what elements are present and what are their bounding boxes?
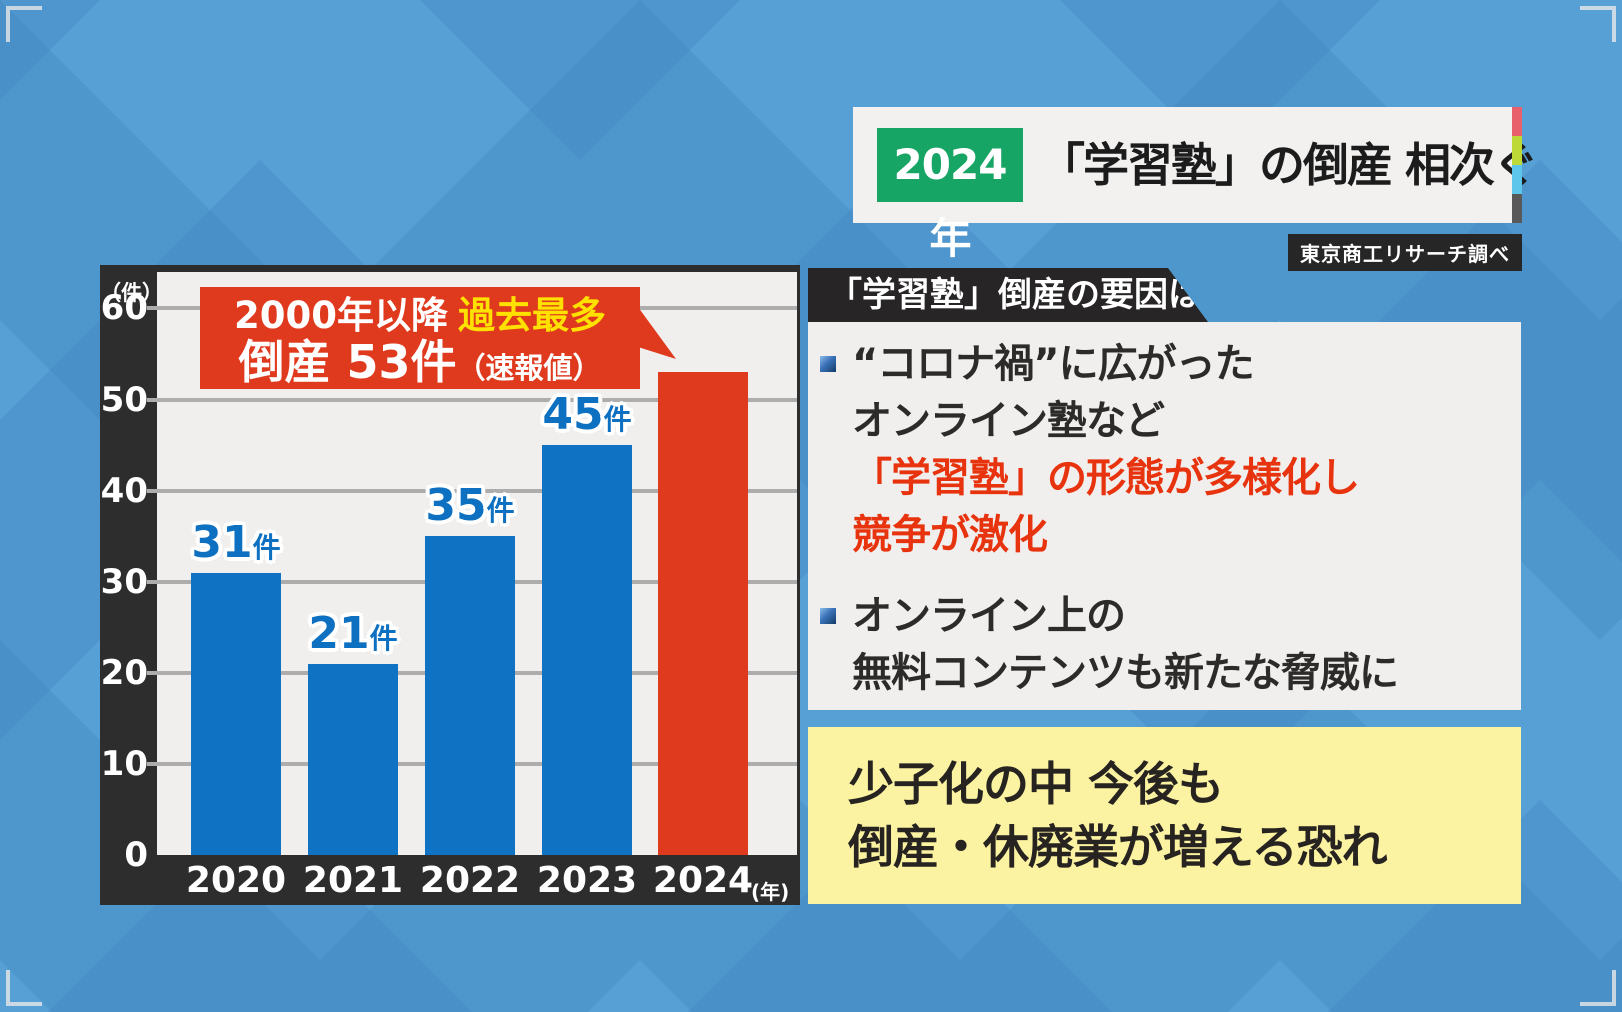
y-tick-label-0: 0 <box>124 835 148 875</box>
conclusion-line: 少子化の中 今後も <box>848 757 1224 811</box>
stripe-gray <box>1512 194 1522 223</box>
y-tick-label-40: 40 <box>100 470 148 511</box>
factor-line: 競争が激化 <box>852 512 1048 558</box>
callout-line1-highlight: 過去最多 <box>457 294 606 337</box>
bar-value-label-2021: 21件 <box>273 607 433 662</box>
crop-mark-top-right <box>1580 6 1616 42</box>
bullet-icon <box>820 608 836 624</box>
x-tick-label-2021: 2021 <box>302 860 404 901</box>
x-axis: (年) 2020 2021 2022 2023 2024 <box>157 860 797 905</box>
crop-mark-top-left <box>6 6 42 42</box>
title-edge-stripes <box>1512 107 1522 223</box>
factor-bullet-1: “コロナ禍”に広がった オンライン塾など「学習塾」の形態が多様化し 競争が激化 <box>820 336 1521 564</box>
factor-line: 「学習塾」の形態が多様化し <box>852 455 1360 501</box>
y-axis-unit-label: （件） <box>100 281 163 305</box>
x-axis-unit-label: (年) <box>751 880 790 904</box>
crop-mark-bottom-left <box>6 970 42 1006</box>
bar-value-label-2023: 45件 <box>507 392 667 443</box>
bullet-icon <box>820 356 836 372</box>
bar-2023 <box>542 445 632 855</box>
bar-value-unit: 件 <box>369 621 398 655</box>
callout-line2-suffix: （速報値） <box>456 351 602 385</box>
factor-line: オンライン上の <box>852 593 1126 639</box>
callout-line2: 倒産 53件（速報値） <box>200 337 640 393</box>
conclusion-line: 倒産・休廃業が増える恐れ <box>848 820 1388 874</box>
bar-2024 <box>658 372 748 855</box>
callout-pointer-icon <box>638 307 676 359</box>
y-axis: 0 10 20 30 40 50 60 <box>100 272 150 872</box>
bar-value-unit: 件 <box>486 494 515 528</box>
x-tick-label-2020: 2020 <box>185 860 287 901</box>
source-badge: 東京商工リサーチ調べ <box>1288 234 1522 271</box>
factor-line: “コロナ禍”に広がった <box>852 341 1255 387</box>
stripe-red <box>1512 107 1522 136</box>
x-tick-label-2023: 2023 <box>536 860 638 901</box>
y-tick-label-10: 10 <box>100 743 148 784</box>
factors-header: 「学習塾」倒産の要因は？ <box>808 268 1208 322</box>
bar-2021 <box>308 663 398 855</box>
factor-line: オンライン塾など <box>852 398 1165 444</box>
title-box: 2024年 「学習塾」の倒産 相次ぐ <box>853 107 1539 263</box>
bar-value-unit: 件 <box>252 530 281 564</box>
y-tick-label-30: 30 <box>100 561 148 602</box>
bar-value-number: 31 <box>191 516 253 568</box>
bar-value-number: 45 <box>542 389 604 441</box>
gridline-50 <box>147 397 797 402</box>
factor-bullet-2: オンライン上の無料コンテンツも新たな脅威に <box>820 588 1521 702</box>
bar-value-unit: 件 <box>603 403 632 437</box>
stripe-green <box>1512 136 1522 165</box>
x-tick-label-2022: 2022 <box>419 860 521 901</box>
callout-line1: 2000年以降 過去最多 <box>200 295 640 337</box>
gridline-40 <box>147 488 797 493</box>
callout-line2-main: 倒産 53件 <box>238 335 457 389</box>
bar-value-label-2022: 35件 <box>390 483 550 534</box>
crop-mark-bottom-right <box>1580 970 1616 1006</box>
bar-2022 <box>425 536 515 855</box>
bar-2020 <box>191 572 281 855</box>
y-tick-label-60: 60 <box>100 288 148 329</box>
bar-value-number: 21 <box>308 607 370 659</box>
factor-line: 無料コンテンツも新たな脅威に <box>852 650 1399 696</box>
y-tick-label-20: 20 <box>100 652 148 693</box>
bar-value-label-2020: 31件 <box>156 516 316 571</box>
y-tick-label-50: 50 <box>100 379 148 420</box>
bar-value-number: 35 <box>425 480 487 532</box>
record-high-callout: 2000年以降 過去最多 倒産 53件（速報値） <box>200 287 676 389</box>
conclusion-panel: 少子化の中 今後も 倒産・休廃業が増える恐れ <box>808 727 1521 904</box>
x-tick-label-2024: 2024 <box>652 860 754 901</box>
page-title: 「学習塾」の倒産 相次ぐ <box>1039 138 1539 192</box>
factors-panel: “コロナ禍”に広がった オンライン塾など「学習塾」の形態が多様化し 競争が激化オンラ… <box>808 322 1521 710</box>
callout-line1-prefix: 2000年以降 <box>234 294 448 337</box>
year-badge: 2024年 <box>877 128 1023 263</box>
stripe-cyan <box>1512 165 1522 194</box>
